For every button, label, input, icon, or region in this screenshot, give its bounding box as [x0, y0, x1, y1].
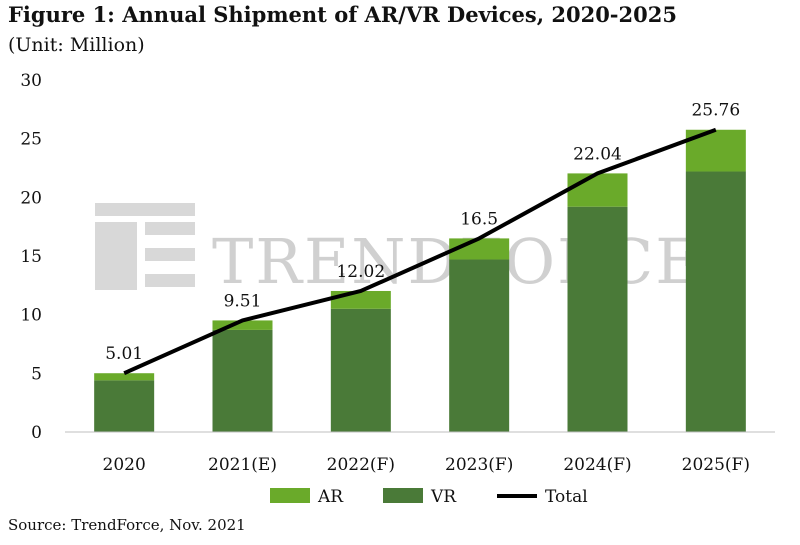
x-axis: 2020 2021(E) 2022(F) 2023(F) 2024(F) 2025(F) — [103, 455, 750, 475]
legend-label-total: Total — [545, 487, 588, 507]
total-data-label: 22.04 — [573, 144, 622, 164]
x-tick-label: 2022(F) — [327, 455, 395, 475]
total-data-label: 5.01 — [105, 344, 143, 364]
bar-vr — [685, 171, 746, 432]
legend-swatch-vr — [383, 488, 423, 503]
bar-ar — [94, 373, 155, 381]
x-tick-label: 2025(F) — [682, 455, 750, 475]
y-tick-label: 5 — [31, 364, 42, 384]
y-tick-label: 15 — [20, 247, 42, 267]
legend-label-ar: AR — [317, 487, 344, 507]
total-data-labels: 5.01 9.51 12.02 16.5 22.04 25.76 — [105, 101, 740, 364]
legend-item-ar: AR — [270, 487, 344, 507]
legend-item-total: Total — [497, 487, 588, 507]
bar-vr — [212, 329, 273, 432]
y-axis: 0 5 10 15 20 25 30 — [20, 71, 42, 443]
y-tick-label: 25 — [20, 130, 42, 150]
chart-subtitle: (Unit: Million) — [8, 34, 145, 56]
total-line — [123, 127, 717, 376]
y-tick-label: 10 — [20, 306, 42, 326]
bar-vr — [449, 259, 510, 432]
bar-vr — [330, 308, 391, 432]
legend-item-vr: VR — [383, 487, 457, 507]
chart-title: Figure 1: Annual Shipment of AR/VR Devic… — [8, 2, 677, 27]
total-data-label: 16.5 — [460, 209, 498, 229]
bar-ar — [567, 173, 628, 207]
y-tick-label: 30 — [20, 71, 42, 91]
x-tick-label: 2021(E) — [208, 455, 277, 475]
total-data-label: 25.76 — [691, 101, 740, 121]
source-note: Source: TrendForce, Nov. 2021 — [8, 516, 246, 534]
bar-ar — [212, 320, 273, 330]
legend-label-vr: VR — [430, 487, 457, 507]
legend-swatch-ar — [270, 488, 310, 503]
bar-vr — [94, 380, 155, 432]
total-data-label: 9.51 — [224, 291, 262, 311]
x-tick-label: 2023(F) — [445, 455, 513, 475]
legend: AR VR Total — [270, 487, 588, 507]
y-tick-label: 0 — [31, 423, 42, 443]
bar-ar — [330, 290, 391, 309]
total-data-label: 12.02 — [336, 262, 385, 282]
x-tick-label: 2024(F) — [563, 455, 631, 475]
bars — [94, 129, 746, 432]
x-tick-label: 2020 — [103, 455, 146, 475]
bar-vr — [567, 206, 628, 432]
y-tick-label: 20 — [20, 188, 42, 208]
